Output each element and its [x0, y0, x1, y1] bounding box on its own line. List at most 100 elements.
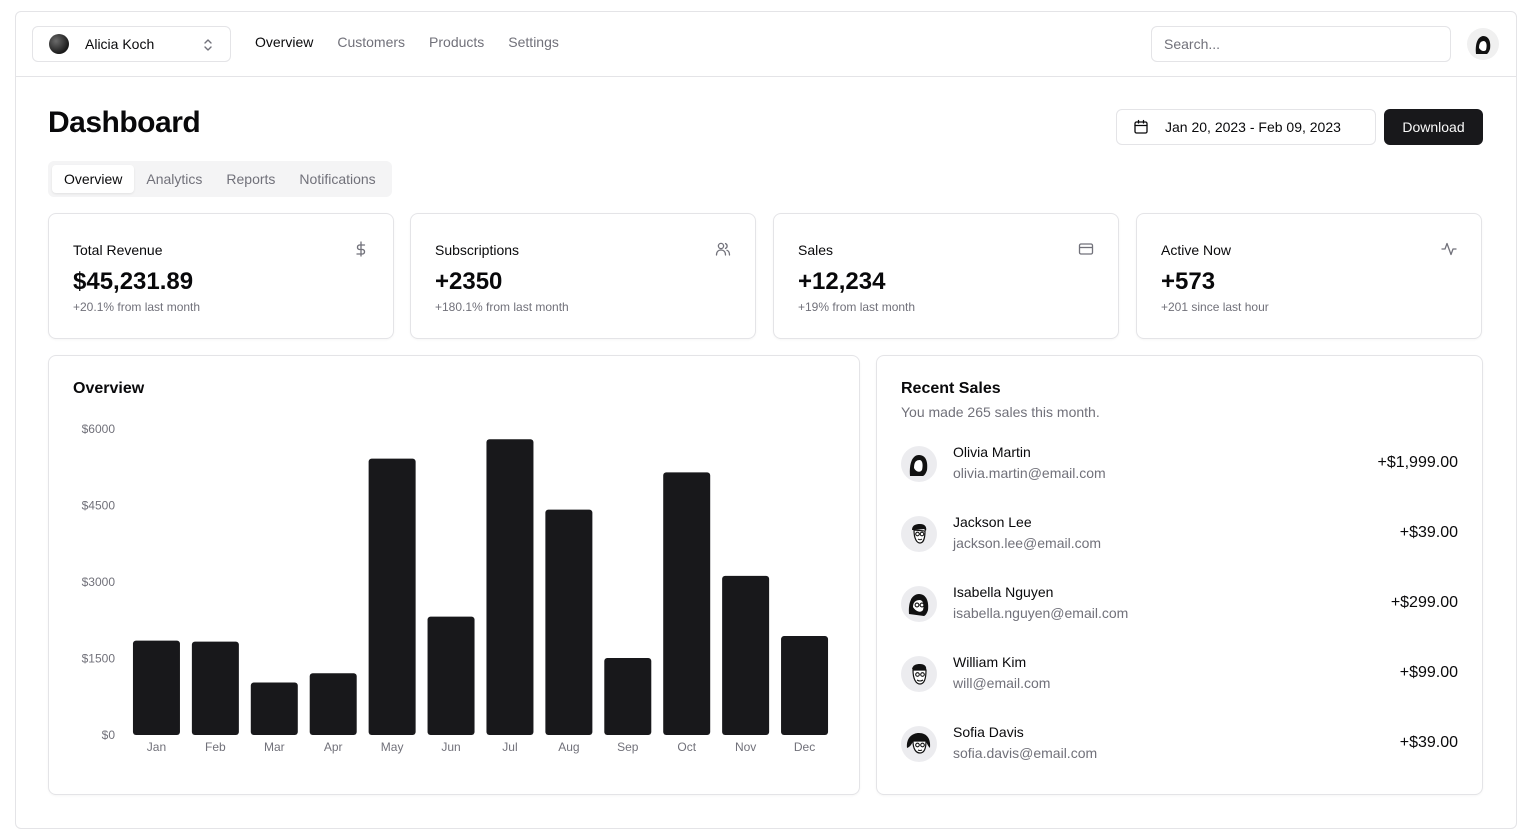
recent-sales-card: Recent Sales You made 265 sales this mon… [876, 355, 1483, 795]
x-tick-label: Feb [205, 740, 226, 754]
credit-card-icon [1078, 243, 1094, 255]
tab-notifications[interactable]: Notifications [299, 171, 376, 187]
customer-email: sofia.davis@email.com [953, 745, 1098, 761]
bar-aug[interactable] [545, 509, 593, 735]
team-switcher[interactable]: Alicia Koch [32, 26, 231, 62]
date-range-label: Jan 20, 2023 - Feb 09, 2023 [1165, 119, 1341, 135]
stat-value: +573 [1161, 268, 1216, 295]
user-avatar-icon [1467, 28, 1499, 60]
customer-email: jackson.lee@email.com [953, 535, 1102, 551]
stat-title: Active Now [1161, 242, 1232, 258]
y-tick-label: $1500 [82, 652, 116, 666]
sale-amount: +$39.00 [1399, 734, 1458, 751]
customer-name: Olivia Martin [953, 444, 1031, 460]
x-tick-label: Jan [147, 740, 166, 754]
bar-jun[interactable] [427, 616, 475, 735]
sale-amount: +$1,999.00 [1377, 454, 1458, 471]
stat-value: $45,231.89 [73, 268, 194, 295]
app-window: Alicia Koch Overview Customers Products … [15, 11, 1517, 829]
bar-nov[interactable] [722, 575, 770, 735]
customer-name: William Kim [953, 654, 1027, 670]
y-tick-label: $4500 [82, 499, 116, 513]
person-avatar-icon [912, 664, 927, 685]
users-icon [715, 242, 731, 256]
team-name: Alicia Koch [85, 36, 155, 52]
customer-name: Isabella Nguyen [953, 584, 1054, 600]
stat-change: +180.1% from last month [435, 300, 569, 314]
x-tick-label: Jun [441, 740, 460, 754]
sale-row: Olivia Martin olivia.martin@email.com +$… [901, 444, 1458, 484]
nav-link-customers[interactable]: Customers [337, 34, 406, 50]
stat-card-subscriptions: Subscriptions +2350 +180.1% from last mo… [410, 213, 756, 339]
person-avatar-icon [908, 594, 929, 616]
dashboard-tabs: Overview Analytics Reports Notifications [48, 161, 392, 197]
user-avatar[interactable] [1467, 28, 1499, 60]
stat-title: Subscriptions [435, 242, 520, 258]
customer-email: olivia.martin@email.com [953, 465, 1106, 481]
bar-jan[interactable] [132, 640, 180, 735]
search-input[interactable] [1151, 26, 1451, 62]
nav-link-overview[interactable]: Overview [255, 34, 314, 50]
stat-value: +2350 [435, 268, 503, 295]
tab-analytics[interactable]: Analytics [146, 171, 203, 187]
x-tick-label: Sep [617, 740, 639, 754]
stat-card-active-now: Active Now +573 +201 since last hour [1136, 213, 1482, 339]
sale-amount: +$99.00 [1399, 664, 1458, 681]
x-tick-label: Oct [677, 740, 696, 754]
bar-apr[interactable] [309, 673, 357, 735]
main-nav: Overview Customers Products Settings [255, 34, 559, 50]
stat-change: +20.1% from last month [73, 300, 201, 314]
chevrons-up-down-icon [204, 39, 212, 51]
x-tick-label: Jul [502, 740, 517, 754]
bar-feb[interactable] [191, 641, 239, 735]
recent-sales-title: Recent Sales [901, 380, 1001, 397]
stat-card-total-revenue: Total Revenue $45,231.89 +20.1% from las… [48, 213, 394, 339]
bar-dec[interactable] [781, 636, 829, 735]
y-tick-label: $0 [102, 728, 116, 742]
x-tick-label: Nov [735, 740, 756, 754]
x-tick-label: Apr [324, 740, 343, 754]
avatar [901, 656, 937, 692]
nav-link-products[interactable]: Products [429, 34, 485, 50]
date-range-picker[interactable]: Jan 20, 2023 - Feb 09, 2023 [1116, 109, 1376, 145]
bar-chart: $0 $1500 $3000 $4500 $6000 Jan Feb Mar Apr May Jun… [82, 422, 829, 754]
bar-sep[interactable] [604, 657, 652, 735]
bar-jul[interactable] [486, 439, 534, 735]
y-tick-label: $6000 [82, 422, 116, 436]
avatar [901, 726, 937, 762]
x-tick-label: Dec [794, 740, 815, 754]
bar-may[interactable] [368, 458, 416, 735]
page-title: Dashboard [48, 106, 201, 139]
download-button[interactable]: Download [1384, 109, 1483, 145]
sale-row: Sofia Davis sofia.davis@email.com +$39.0… [901, 724, 1458, 764]
avatar [901, 516, 937, 552]
activity-icon [1441, 242, 1457, 256]
calendar-icon [1134, 119, 1148, 134]
dollar-icon [356, 241, 366, 257]
avatar [901, 446, 937, 482]
customer-email: will@email.com [953, 675, 1051, 691]
tab-reports[interactable]: Reports [226, 171, 276, 187]
sale-row: William Kim will@email.com +$99.00 [901, 654, 1458, 694]
top-navbar: Alicia Koch Overview Customers Products … [16, 12, 1516, 77]
bar-oct[interactable] [663, 472, 711, 735]
tab-overview[interactable]: Overview [52, 165, 135, 193]
person-avatar-icon [912, 524, 927, 544]
x-tick-label: Mar [264, 740, 285, 754]
stat-title: Sales [798, 242, 834, 258]
avatar [901, 586, 937, 622]
stat-change: +201 since last hour [1161, 300, 1269, 314]
y-tick-label: $3000 [82, 575, 116, 589]
customer-name: Jackson Lee [953, 514, 1032, 530]
stat-change: +19% from last month [798, 300, 916, 314]
bar-mar[interactable] [250, 682, 298, 735]
sale-amount: +$39.00 [1399, 524, 1458, 541]
x-tick-label: May [381, 740, 404, 754]
customer-name: Sofia Davis [953, 724, 1024, 740]
team-avatar [49, 34, 69, 54]
chart-title: Overview [73, 380, 145, 397]
stat-card-sales: Sales +12,234 +19% from last month [773, 213, 1119, 339]
nav-link-settings[interactable]: Settings [508, 34, 559, 50]
sale-row: Isabella Nguyen isabella.nguyen@email.co… [901, 584, 1458, 624]
customer-email: isabella.nguyen@email.com [953, 605, 1129, 621]
